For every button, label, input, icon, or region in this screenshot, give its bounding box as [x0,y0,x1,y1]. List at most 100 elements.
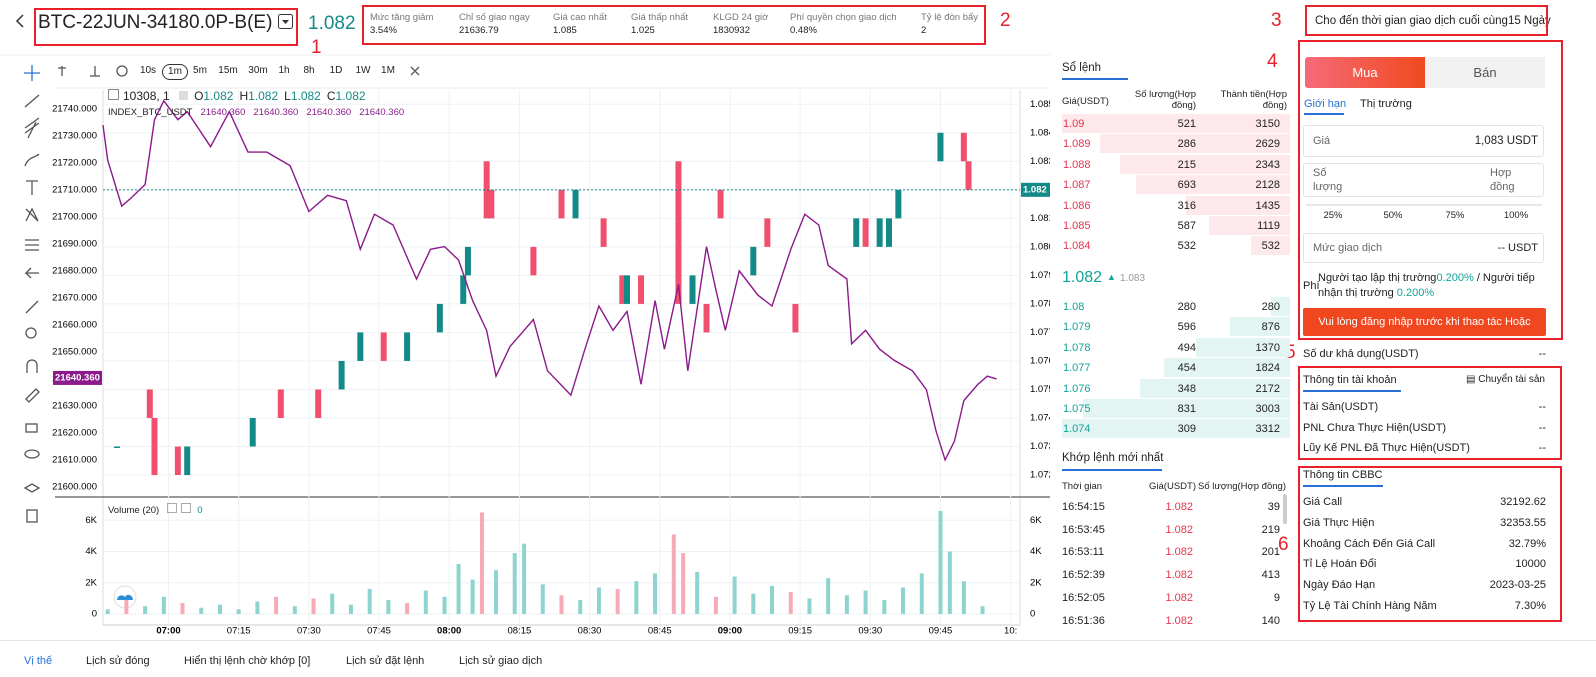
depth-bar [1099,134,1290,154]
volume-bar [980,606,985,614]
y-tick-label: 21730.000 [52,130,97,141]
interval[interactable]: 1h [278,65,290,76]
book-qty: 521 [1177,118,1196,130]
amount-input[interactable] [1303,233,1544,263]
slider[interactable] [1306,204,1542,206]
order-book-title: Sổ lệnh [1062,62,1102,74]
account-title: Thông tin tài khoản [1303,374,1397,386]
bottom-tab[interactable]: Vị thế [24,655,53,667]
tool-icon[interactable] [24,65,40,81]
order-type[interactable]: Giới hạn [1304,98,1347,110]
y2-tick-label: 1.077 [1030,327,1050,338]
book-total: 3312 [1255,423,1280,436]
fee-part: Người tạo lập thị trường [1318,272,1437,284]
cbbc-value: 7.30% [1514,600,1546,612]
volume-bar [938,510,943,614]
percent[interactable]: 25% [1323,210,1343,221]
stat-label: Chỉ số giao ngay [459,12,530,23]
collapse[interactable] [108,89,119,100]
tool-icon[interactable] [24,267,39,279]
transfer-label[interactable]: Chuyển tài sản [1478,374,1545,385]
tool-icon[interactable] [23,483,41,493]
book-qty: 596 [1177,321,1196,334]
x-tick-label: 08:15 [508,626,532,637]
tool-icon[interactable] [25,423,38,433]
settings[interactable] [179,91,189,100]
y2-tick-label: 1.083 [1030,156,1050,167]
interval[interactable]: 1m [162,64,188,80]
tool-icons[interactable] [23,65,420,523]
ohlc-label: O [194,89,204,103]
depth-bar [1209,216,1290,235]
login-button[interactable]: Vui lòng đăng nhập trước khi thao tác Ho… [1303,308,1546,336]
volume-bar [423,590,428,614]
book-total: 1370 [1255,341,1280,354]
candle [277,389,284,418]
x-tick-label: 09:45 [929,626,953,637]
bottom-tab[interactable]: Hiển thị lệnh chờ khớp [0] [184,655,311,667]
book-total: 876 [1261,321,1280,334]
depth-bar [1140,378,1290,398]
tool-icon[interactable] [24,449,40,459]
interval[interactable]: 1W [355,65,371,76]
bottom-tab[interactable]: Lịch sử đặt lệnh [346,655,425,667]
annotation: 4 [1267,51,1278,72]
candle [750,246,757,276]
highlight-box [362,5,986,45]
interval[interactable]: 30m [248,65,268,76]
interval[interactable]: 10s [139,65,157,76]
tool-icon[interactable] [25,327,37,339]
tool-icon[interactable] [26,359,38,373]
dropdown[interactable] [278,14,293,29]
trade-time: 16:51:36 [1062,614,1105,627]
tool-icon[interactable] [26,509,38,523]
interval[interactable]: 5m [193,65,207,76]
tool-icon[interactable] [25,300,39,314]
transfer[interactable]: ▤ Chuyển tài sản [1466,374,1545,385]
sell-tab[interactable]: Bán [1425,57,1545,88]
tool-icon[interactable] [25,207,39,222]
quantity-input[interactable] [1303,163,1544,197]
cbbc-label: Tỉ Lệ Hoán Đổi [1303,558,1377,571]
tool-icon[interactable] [24,153,40,167]
percent[interactable]: 100% [1503,210,1529,221]
price-input[interactable] [1303,125,1544,157]
book-qty: 587 [1177,220,1196,232]
volume-bar [713,596,718,614]
column-header: Số lượng(Hợp đồng) [1134,89,1196,111]
divider [0,640,1596,641]
buy-tab[interactable]: Mua [1305,57,1425,88]
percent[interactable]: 50% [1383,210,1403,221]
book-price: 1.085 [1063,220,1091,232]
bottom-tab[interactable]: Lịch sử giao dịch [459,655,543,667]
tool-icon[interactable] [25,239,39,251]
back-button[interactable] [14,13,26,29]
x-tick-label: 07:30 [297,626,321,637]
interval[interactable]: 8h [303,65,315,76]
order-type[interactable]: Thị trường [1360,98,1412,110]
candle [315,389,322,418]
scrollbar[interactable] [1283,494,1287,524]
balance-value: -- [1538,348,1546,360]
bottom-tab[interactable]: Lịch sử đóng [86,655,150,667]
volume-tick-label: 2K [85,577,97,588]
percent[interactable]: 75% [1445,210,1465,221]
tool-icon[interactable] [24,94,40,108]
volume-tick-label: 6K [1030,515,1042,526]
index-value: 21640.360 [306,107,352,118]
interval[interactable]: 1M [381,65,395,76]
interval[interactable]: 15m [218,65,238,76]
y-tick-label: 21670.000 [52,292,97,303]
volume-bar [681,553,686,614]
symbol[interactable]: BTC-22JUN-34180.0P-B(E) [38,12,273,33]
trade-time: 16:54:15 [1062,501,1105,513]
interval[interactable]: 1D [329,65,343,76]
volume-bar [217,604,222,614]
tool-icon[interactable] [25,388,40,403]
tool-icon[interactable] [58,65,420,77]
volume-bar [348,604,353,614]
volume-bar [961,581,966,614]
tool-icon[interactable] [26,180,38,195]
candle [764,218,771,247]
tool-icon[interactable] [24,117,40,139]
